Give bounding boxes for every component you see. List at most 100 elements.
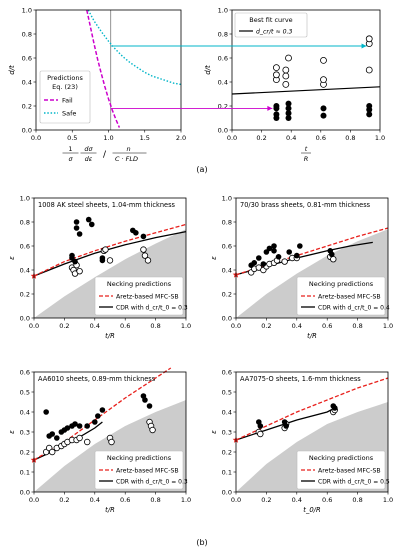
a1-series-safe bbox=[87, 9, 182, 86]
b2-legend-label-mfc: Aretz-based MFC-SB bbox=[318, 294, 381, 301]
b3-filled-point bbox=[146, 403, 153, 409]
b3-filled-point bbox=[84, 423, 90, 429]
b1-legend bbox=[94, 276, 184, 316]
a2-filled-point bbox=[285, 110, 292, 117]
a2-xtick-label: 1.0 bbox=[375, 134, 385, 142]
b3-ytick-label: 0.5 bbox=[20, 388, 30, 396]
b2-ylabel: ε bbox=[210, 256, 218, 260]
b4-xtick-label: 1.0 bbox=[383, 496, 393, 504]
b4-filled-point bbox=[257, 423, 264, 429]
b2-open-point bbox=[330, 256, 337, 263]
b3-filled-point bbox=[99, 407, 106, 413]
a2-xlabel-num: t bbox=[305, 145, 308, 153]
b4-filled-point bbox=[332, 405, 338, 411]
b3-xtick-label: 0.4 bbox=[90, 496, 100, 504]
b2-filled-point bbox=[271, 248, 277, 254]
b3-mfc-curve bbox=[33, 367, 172, 461]
b3-xtick-label: 0.6 bbox=[120, 496, 130, 504]
b1-xtick-label: 0.8 bbox=[150, 322, 160, 330]
a2-xtick-label: 0.0 bbox=[227, 134, 237, 142]
b4-filled-point bbox=[283, 423, 289, 429]
b2-xtick-label: 0.4 bbox=[292, 322, 302, 330]
b2-xtick-label: 0.6 bbox=[322, 322, 332, 330]
a1-ytick-label: 0.6 bbox=[22, 54, 32, 62]
a2-open-point bbox=[285, 54, 292, 62]
b2-ytick-label: 0.2 bbox=[222, 290, 232, 298]
a2-ytick-label: 0.4 bbox=[218, 78, 228, 86]
b2-filled-point bbox=[286, 249, 293, 255]
b3-open-point bbox=[76, 434, 83, 442]
b3-xtick-label: 0.0 bbox=[29, 496, 39, 504]
b1-filled-point bbox=[85, 216, 92, 223]
b4-ylabel: ε bbox=[210, 430, 218, 434]
b3-ytick-label: 0.6 bbox=[20, 368, 30, 376]
b3-xtick-label: 0.2 bbox=[59, 496, 69, 504]
b2-filled-point bbox=[260, 261, 267, 267]
b3-legend bbox=[94, 450, 184, 490]
b4-xtick-label: 0.8 bbox=[352, 496, 362, 504]
b2-legend-label-cdr: CDR with d_cr/t_0 = 0.4 bbox=[318, 305, 390, 312]
b2-ytick-label: 0.4 bbox=[222, 266, 232, 274]
a1-xlabel-num3: n bbox=[126, 145, 130, 153]
a2-ylabel: d/t bbox=[204, 65, 212, 75]
b2-ytick-label: 1.0 bbox=[222, 194, 232, 202]
b2-filled-point bbox=[328, 251, 335, 258]
a2-open-point bbox=[282, 81, 290, 88]
b2-xtick-label: 0.8 bbox=[352, 322, 362, 330]
b3-filled-point bbox=[72, 421, 78, 427]
a2-filled-point bbox=[273, 103, 280, 109]
b4-title: AA7075-O sheets, 1.6-mm thickness bbox=[240, 375, 361, 383]
b2-xlabel: t/R bbox=[307, 332, 317, 340]
b1-ytick-label: 0.0 bbox=[20, 314, 30, 322]
b2-open-point bbox=[281, 258, 288, 265]
a1-legend-label-safe: Safe bbox=[62, 110, 76, 118]
b3-open-point bbox=[49, 448, 56, 456]
b2-title: 70/30 brass sheets, 0.81-mm thickness bbox=[240, 201, 371, 209]
b1-ytick-label: 0.4 bbox=[20, 266, 30, 274]
b2-xtick-label: 0.0 bbox=[231, 322, 241, 330]
b3-legend-label-cdr: CDR with d_cr/t_0 = 0.3 bbox=[116, 479, 188, 486]
b3-filled-point bbox=[142, 397, 148, 403]
b1-xtick-label: 0.0 bbox=[29, 322, 39, 330]
b4-ytick-label: 0.1 bbox=[222, 468, 232, 476]
b3-legend-label-mfc: Aretz-based MFC-SB bbox=[116, 468, 179, 475]
b2-xtick-label: 0.2 bbox=[261, 322, 271, 330]
b3-xtick-label: 0.8 bbox=[150, 496, 160, 504]
b2-ytick-label: 0.0 bbox=[222, 314, 232, 322]
b3-xlabel: t/R bbox=[105, 506, 115, 514]
b1-legend-label-mfc: Aretz-based MFC-SB bbox=[116, 294, 179, 301]
a1-legend-label-fail: Fail bbox=[62, 97, 73, 105]
a2-xtick-label: 0.2 bbox=[256, 134, 266, 142]
b3-filled-point bbox=[92, 419, 98, 425]
b4-ytick-label: 0.4 bbox=[222, 408, 232, 416]
b4-ytick-label: 0.6 bbox=[222, 368, 232, 376]
a1-xlabel-den3: C · FLD bbox=[115, 155, 138, 163]
b1-frame bbox=[33, 197, 187, 319]
a2-xlabel-den: R bbox=[304, 155, 309, 163]
b4-ytick-label: 0.0 bbox=[222, 488, 232, 496]
a2-ytick-label: 0.8 bbox=[218, 30, 228, 38]
a2-filled-point bbox=[366, 111, 373, 118]
b3-ytick-label: 0.1 bbox=[20, 468, 30, 476]
a1-ylabel: d/t bbox=[8, 65, 16, 75]
b2-filled-point bbox=[294, 252, 300, 259]
a2-xtick-label: 0.6 bbox=[316, 134, 326, 142]
a1-ytick-label: 0.4 bbox=[22, 78, 32, 86]
b4-xtick-label: 0.0 bbox=[231, 496, 241, 504]
b3-filled-point bbox=[95, 413, 101, 419]
b1-xtick-label: 0.2 bbox=[59, 322, 69, 330]
b2-frame bbox=[235, 197, 389, 319]
b3-filled-point bbox=[54, 435, 60, 441]
a1-xlabel-den2: dε bbox=[85, 155, 93, 163]
b1-ytick-label: 1.0 bbox=[20, 194, 30, 202]
a1-ytick-label: 0.2 bbox=[22, 102, 32, 110]
a1-xlabel-num1: 1 bbox=[68, 145, 72, 153]
b1-filled-point bbox=[99, 257, 106, 264]
b3-open-point bbox=[83, 438, 91, 446]
a2-ytick-label: 0.2 bbox=[218, 102, 228, 110]
b1-filled-point bbox=[73, 219, 80, 225]
b4-ytick-label: 0.3 bbox=[222, 428, 232, 436]
a1-xlabel-den1: σ bbox=[68, 155, 73, 163]
b1-ytick-label: 0.2 bbox=[20, 290, 30, 298]
